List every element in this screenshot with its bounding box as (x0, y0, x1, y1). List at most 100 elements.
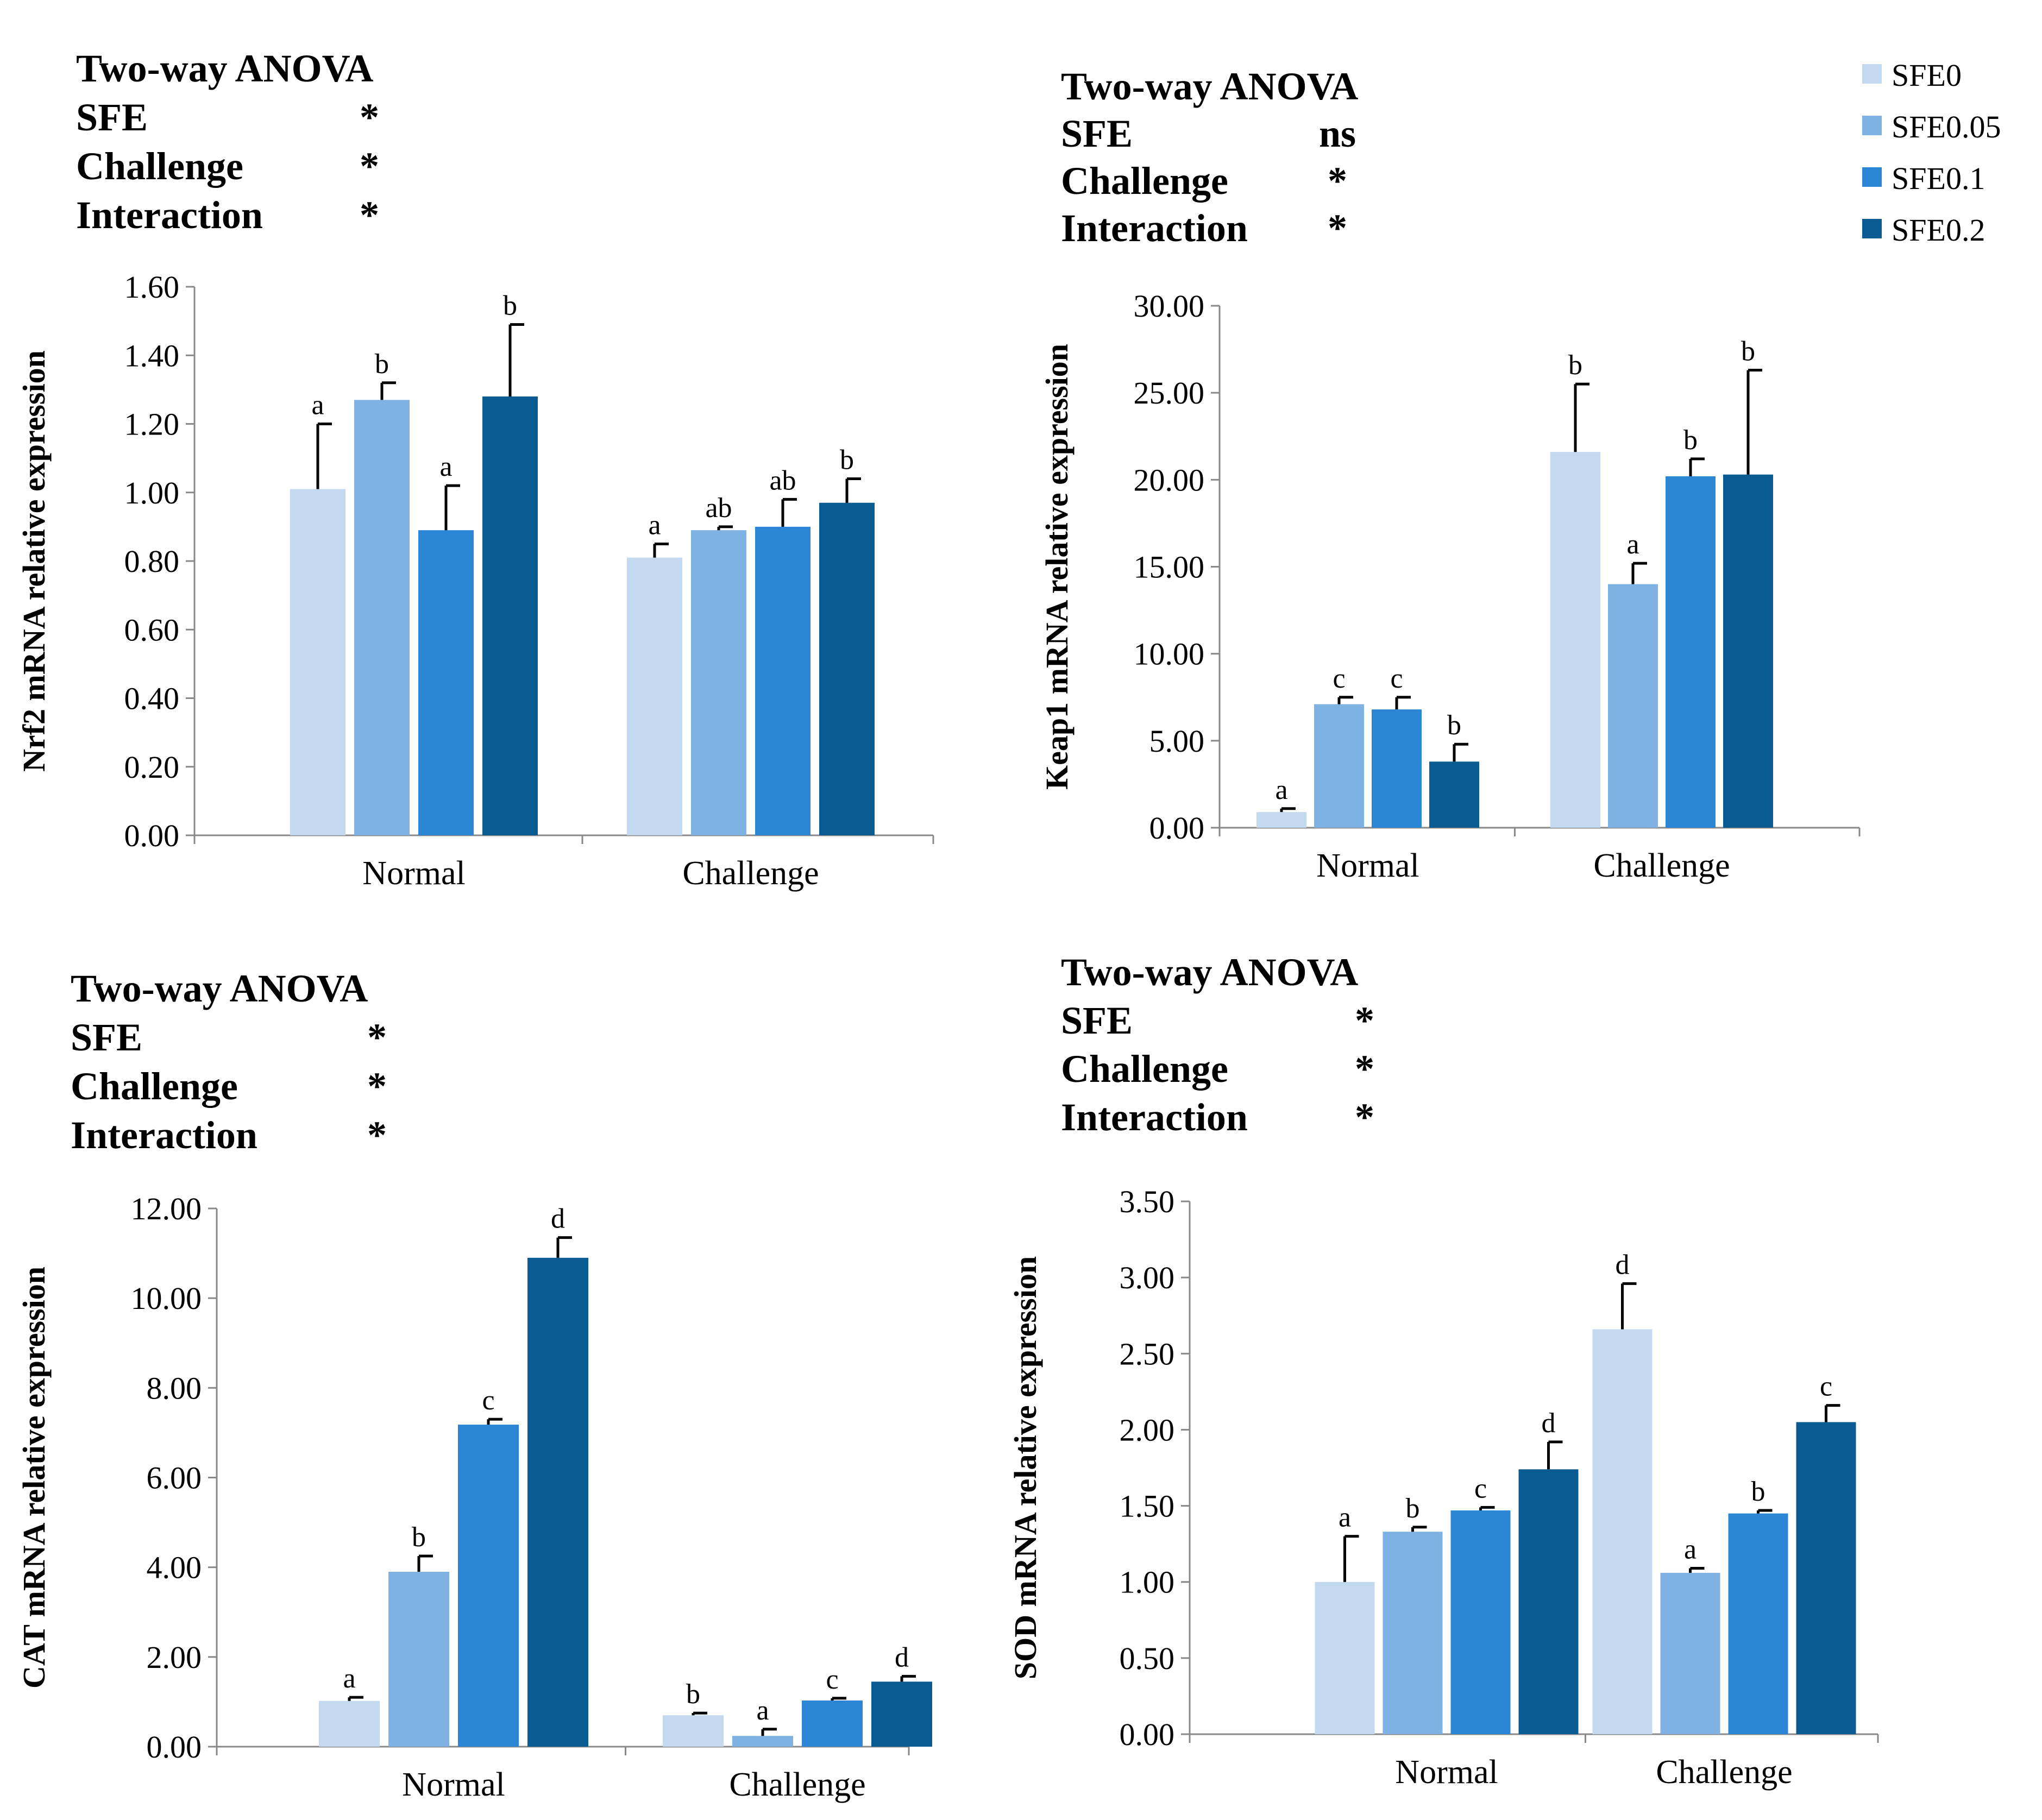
significance-letter: c (1820, 1371, 1832, 1402)
y-tick-label: 1.20 (124, 407, 180, 442)
significance-letter: b (1741, 336, 1755, 367)
anova-value: * (1328, 159, 1347, 203)
significance-letter: ab (769, 465, 796, 496)
anova-value: ns (1319, 112, 1356, 155)
y-tick-label: 20.00 (1134, 462, 1205, 497)
anova-value: * (360, 96, 379, 139)
y-tick-label: 1.00 (1120, 1565, 1175, 1600)
bar-SFE0.05-Normal (1383, 1532, 1443, 1734)
bar-SFE0.1-Normal (458, 1425, 519, 1747)
y-tick-label: 4.00 (147, 1550, 202, 1585)
chart-panel-2: Two-way ANOVA SFE * Challenge * Interaction * 0… (16, 967, 932, 1803)
anova-label: Challenge (1061, 159, 1228, 203)
anova-value: * (367, 1016, 387, 1059)
y-tick-label: 2.00 (1120, 1412, 1175, 1447)
anova-value: * (1355, 1047, 1374, 1091)
bar-SFE0.2-Challenge (1796, 1422, 1856, 1734)
significance-letter: b (1683, 425, 1698, 456)
legend-label: SFE0.2 (1892, 212, 1985, 248)
y-axis-label: SOD mRNA relative expression (1008, 1256, 1043, 1679)
significance-letter: a (1275, 774, 1287, 805)
bar-SFE0-Challenge (663, 1715, 724, 1747)
bar-SFE0.05-Challenge (1660, 1572, 1720, 1734)
anova-label: SFE (71, 1016, 142, 1059)
bar-SFE0.05-Normal (388, 1571, 449, 1747)
significance-letter: d (1616, 1249, 1630, 1280)
y-tick-label: 2.50 (1120, 1336, 1175, 1371)
bar-SFE0-Normal (319, 1701, 380, 1747)
bar-SFE0.1-Normal (1450, 1510, 1511, 1734)
bar-SFE0.2-Normal (1429, 761, 1479, 828)
y-tick-label: 10.00 (131, 1281, 202, 1316)
anova-label: Challenge (76, 144, 243, 188)
legend-swatch-SFE0.2 (1862, 219, 1882, 238)
anova-label: Interaction (76, 193, 263, 237)
x-category-label: Normal (362, 855, 465, 892)
anova-label: Challenge (71, 1065, 238, 1108)
y-tick-label: 1.60 (124, 269, 180, 305)
y-axis-label: Nrf2 mRNA relative expression (16, 350, 52, 772)
y-tick-label: 8.00 (147, 1370, 202, 1406)
chart-panel-0: Two-way ANOVA SFE * Challenge * Interaction * 0… (16, 47, 934, 892)
bar-SFE0.2-Challenge (871, 1682, 932, 1747)
y-tick-label: 0.80 (124, 544, 180, 579)
anova-title: Two-way ANOVA (1061, 65, 1358, 108)
x-category-label: Normal (1395, 1754, 1498, 1791)
y-tick-label: 3.00 (1120, 1260, 1175, 1295)
legend-swatch-SFE0.05 (1862, 116, 1882, 135)
bar-SFE0-Challenge (1550, 452, 1600, 828)
y-tick-label: 15.00 (1134, 550, 1205, 585)
anova-label: SFE (1061, 112, 1133, 155)
significance-letter: b (1447, 710, 1461, 741)
y-tick-label: 12.00 (131, 1191, 202, 1226)
y-tick-label: 30.00 (1134, 288, 1205, 324)
significance-letter: b (686, 1679, 700, 1710)
x-category-label: Normal (402, 1766, 505, 1803)
y-tick-label: 3.50 (1120, 1184, 1175, 1219)
y-tick-label: 0.00 (124, 818, 180, 853)
x-category-label: Challenge (729, 1766, 865, 1803)
bar-SFE0-Normal (290, 489, 345, 835)
bar-SFE0.1-Challenge (802, 1700, 863, 1747)
bar-SFE0.05-Challenge (732, 1736, 793, 1747)
significance-letter: c (1390, 663, 1403, 694)
anova-value: * (1355, 1095, 1374, 1139)
significance-letter: b (840, 445, 854, 476)
bar-SFE0.1-Normal (418, 530, 474, 835)
anova-label: SFE (76, 96, 148, 139)
anova-title: Two-way ANOVA (1061, 950, 1358, 994)
bar-SFE0-Normal (1315, 1582, 1375, 1734)
bar-SFE0.2-Challenge (1723, 474, 1773, 828)
y-axis-label: CAT mRNA relative expression (16, 1267, 52, 1689)
bar-SFE0.1-Challenge (1666, 476, 1716, 828)
significance-letter: ab (705, 493, 732, 524)
y-tick-label: 1.00 (124, 475, 180, 511)
significance-letter: d (1542, 1408, 1556, 1439)
anova-label: Interaction (1061, 206, 1248, 250)
x-category-label: Challenge (1593, 847, 1730, 884)
y-tick-label: 0.60 (124, 612, 180, 647)
significance-letter: d (895, 1642, 909, 1673)
significance-letter: d (551, 1204, 565, 1235)
legend-label: SFE0.05 (1892, 109, 2001, 144)
bar-SFE0.05-Normal (1314, 704, 1364, 828)
x-category-label: Normal (1316, 847, 1419, 884)
significance-letter: c (826, 1664, 838, 1695)
bar-SFE0.05-Challenge (1608, 584, 1658, 828)
significance-letter: a (1626, 529, 1639, 560)
y-tick-label: 0.50 (1120, 1641, 1175, 1676)
bar-SFE0.05-Challenge (691, 530, 746, 835)
significance-letter: a (1339, 1502, 1351, 1533)
legend-label: SFE0 (1892, 58, 1962, 93)
bar-SFE0-Normal (1256, 812, 1306, 828)
significance-letter: c (1474, 1473, 1487, 1504)
anova-value: * (367, 1065, 387, 1108)
significance-letter: b (412, 1522, 426, 1553)
y-tick-label: 6.00 (147, 1460, 202, 1496)
anova-value: * (360, 193, 379, 237)
significance-letter: b (1568, 350, 1582, 381)
anova-title: Two-way ANOVA (76, 47, 373, 90)
significance-letter: b (503, 290, 517, 321)
chart-panel-3: Two-way ANOVA SFE * Challenge * Interaction * 0… (1008, 950, 1879, 1791)
